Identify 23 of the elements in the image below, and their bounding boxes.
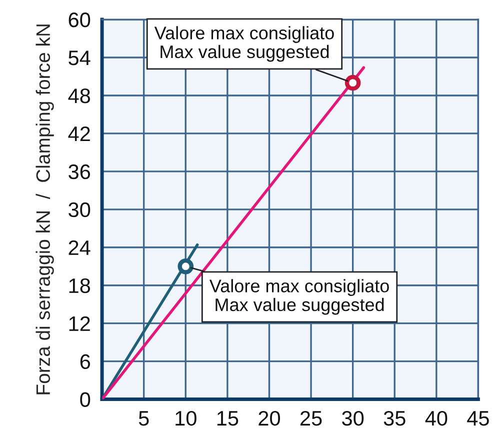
x-tick-label: 40 <box>425 410 448 426</box>
y-tick-label: 18 <box>69 278 90 294</box>
y-axis-title: Forza di serraggio kN / Clamping force kN <box>36 24 54 394</box>
x-tick-label: 35 <box>384 410 406 426</box>
y-tick-label: 54 <box>68 50 90 66</box>
annotation: Valore max consigliato Max value suggested <box>209 279 389 315</box>
x-tick-label: 45 <box>467 411 489 426</box>
x-tick-label: 20 <box>258 410 280 426</box>
annotation: Valore max consigliato Max value suggested <box>154 26 334 62</box>
y-tick-label: 6 <box>80 354 90 370</box>
y-tick-label: 12 <box>69 316 90 331</box>
y-tick-label: 24 <box>68 240 90 255</box>
x-tick-label: 10 <box>176 410 196 426</box>
y-tick-label: 60 <box>68 12 90 28</box>
y-tick-label: 42 <box>68 126 90 142</box>
y-tick-label: 48 <box>68 88 90 104</box>
x-tick-label: 30 <box>342 410 364 426</box>
x-tick-label: 15 <box>217 411 238 426</box>
y-tick-label: 0 <box>80 392 90 408</box>
y-tick-label: 30 <box>68 202 90 218</box>
x-tick-label: 5 <box>138 411 149 426</box>
y-tick-label: 36 <box>68 164 90 180</box>
x-tick-label: 25 <box>300 410 322 426</box>
